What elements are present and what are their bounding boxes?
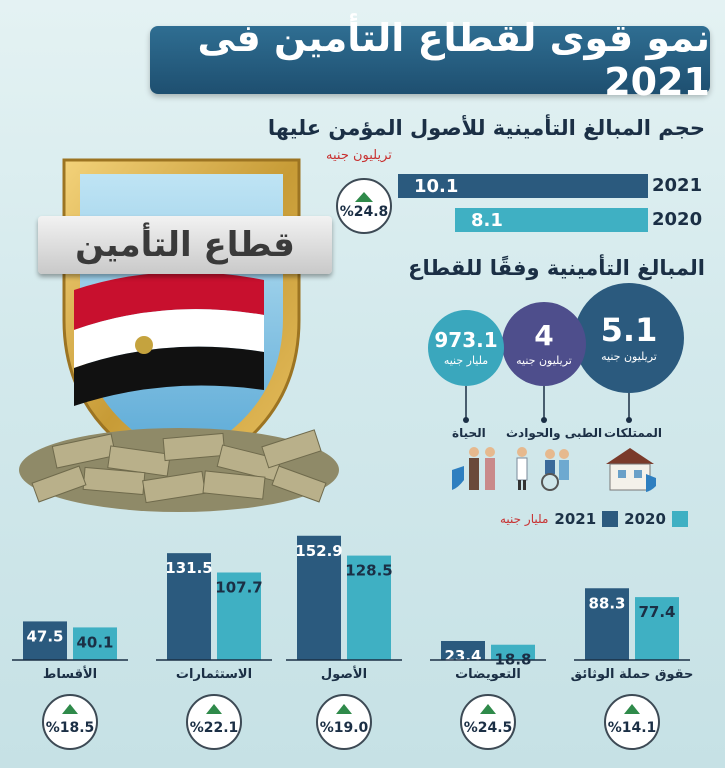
- legend-unit: مليار جنيه: [500, 512, 549, 526]
- bar-label-2021-1: 23.4: [444, 647, 481, 665]
- bubble-medical-value: 4: [534, 318, 554, 352]
- bar-label-2020-4: 40.1: [76, 633, 113, 651]
- legend-2021-swatch: [602, 511, 619, 527]
- hbar-2020: 8.1: [455, 208, 648, 232]
- bar-label-2020-2: 128.5: [345, 562, 392, 580]
- bar-2021-3: [167, 553, 211, 660]
- bar-2020-1: [491, 644, 535, 660]
- bubble-medical-unit: تريليون جنيه: [516, 353, 572, 367]
- bubble-life-value: 973.1: [434, 327, 498, 352]
- growth-badge-4: %18.5: [42, 694, 98, 750]
- chart-legend: مليار جنيه 2021 2020: [500, 510, 688, 528]
- hbar-2020-value: 8.1: [471, 209, 503, 231]
- bar-2021-0: [585, 588, 629, 660]
- bubble-property: 5.1 تريليون جنيه: [574, 283, 684, 393]
- bar-label-2020-0: 77.4: [638, 603, 675, 621]
- insurance-shield-illustration: قطاع التأمين: [14, 140, 344, 520]
- growth-badge-3: %22.1: [186, 694, 242, 750]
- category-label-3: الاستثمارات: [176, 667, 252, 682]
- hbar-2021-year: 2021: [652, 175, 703, 196]
- growth-value-0: %14.1: [608, 720, 657, 736]
- hbar-2021: 10.1: [398, 174, 648, 198]
- bar-label-2021-0: 88.3: [588, 594, 625, 612]
- legend-2020-label: 2020: [624, 510, 666, 528]
- medical-people-icon: [516, 447, 569, 491]
- growth-badge-1: %24.5: [460, 694, 516, 750]
- bubble-life-label: الحياة: [452, 426, 486, 440]
- section1-unit: تريليون جنيه: [326, 148, 392, 163]
- page-title: نمو قوى لقطاع التأمين فى 2021: [197, 16, 710, 104]
- hbar-2020-year: 2020: [652, 209, 703, 230]
- bubble-property-value: 5.1: [600, 310, 658, 349]
- category-label-2: الأصول: [321, 665, 367, 682]
- growth-value-2: %19.0: [320, 720, 369, 736]
- section1-growth-value: %24.8: [339, 204, 389, 220]
- bubble-life: 973.1 مليار جنيه: [428, 310, 504, 386]
- up-arrow-icon: [355, 192, 373, 202]
- bar-2021-4: [23, 621, 67, 660]
- growth-badge-2: %19.0: [316, 694, 372, 750]
- bar-label-2021-3: 131.5: [165, 559, 212, 577]
- section2-title: المبالغ التأمينية وفقًا للقطاع: [408, 256, 705, 280]
- legend-2021-label: 2021: [554, 510, 597, 528]
- bubble-life-unit: مليار جنيه: [443, 353, 489, 367]
- house-icon: [606, 448, 656, 492]
- bubble-medical-label: الطبى والحوادث: [506, 426, 603, 440]
- bar-2020-0: [635, 597, 679, 660]
- bar-label-2021-2: 152.9: [295, 542, 342, 560]
- category-label-0: حقوق حملة الوثائق: [571, 667, 694, 682]
- bar-2021-1: [441, 640, 485, 660]
- bubble-medical: 4 تريليون جنيه: [502, 302, 586, 386]
- growth-value-3: %22.1: [190, 720, 239, 736]
- growth-badge-0: %14.1: [604, 694, 660, 750]
- category-label-1: التعويضات: [455, 667, 521, 682]
- bar-label-2021-4: 47.5: [26, 627, 63, 645]
- growth-value-4: %18.5: [46, 720, 95, 736]
- section1-growth-badge: %24.8: [336, 178, 392, 234]
- family-icon: [452, 447, 495, 490]
- bar-2021-2: [297, 535, 341, 660]
- hbar-2021-value: 10.1: [414, 175, 459, 197]
- bubble-property-label: الممتلكات: [604, 426, 663, 440]
- legend-2020-swatch: [671, 511, 688, 527]
- growth-value-1: %24.5: [464, 720, 513, 736]
- shield-label: قطاع التأمين: [38, 216, 332, 274]
- category-label-4: الأقساط: [43, 665, 97, 682]
- bar-label-2020-3: 107.7: [215, 578, 262, 596]
- title-banner: نمو قوى لقطاع التأمين فى 2021: [150, 16, 710, 104]
- bubble-property-unit: تريليون جنيه: [601, 349, 657, 363]
- section1-title: حجم المبالغ التأمينية للأصول المؤمن عليه…: [267, 116, 705, 140]
- bar-2020-4: [73, 627, 117, 660]
- bar-2020-3: [217, 572, 261, 660]
- bar-2020-2: [347, 555, 391, 660]
